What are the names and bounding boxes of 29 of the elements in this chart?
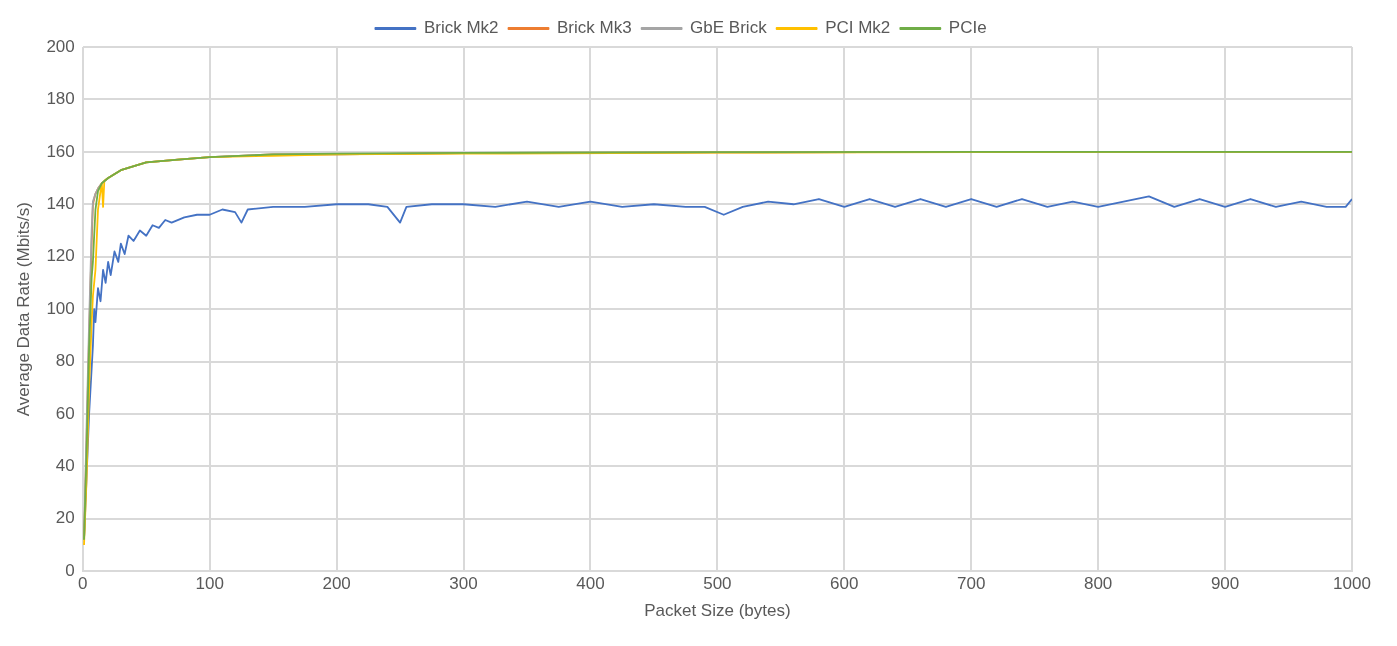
y-tick-label: 0 [65,560,75,580]
y-tick-label: 120 [46,246,75,266]
legend-label: Brick Mk2 [423,18,499,38]
y-tick-label: 200 [46,36,75,56]
x-tick-label: 600 [830,574,859,594]
x-tick-label: 400 [576,574,605,594]
legend-label: GbE Brick [690,18,768,38]
legend-label: PCIe [948,18,987,38]
y-axis-title: Average Data Rate (Mbits/s) [13,202,33,417]
legend-label: PCI Mk2 [825,18,891,38]
y-tick-label: 60 [55,403,75,423]
x-axis-title: Packet Size (bytes) [644,601,791,621]
y-tick-label: 100 [46,298,75,318]
x-tick-label: 700 [957,574,986,594]
y-tick-label: 80 [55,351,75,371]
x-tick-label: 800 [1083,574,1113,594]
x-tick-label: 1000 [1333,574,1371,594]
y-tick-label: 20 [55,508,75,528]
x-tick-label: 300 [449,574,478,594]
y-tick-label: 160 [46,141,75,161]
x-tick-label: 0 [78,574,88,594]
x-tick-label: 200 [322,574,351,594]
x-tick-label: 900 [1210,574,1240,594]
y-tick-label: 180 [46,89,75,109]
legend-label: Brick Mk3 [557,18,632,38]
y-tick-label: 140 [46,193,75,213]
y-tick-label: 40 [55,456,75,476]
x-tick-label: 500 [703,574,732,594]
x-tick-label: 100 [195,574,224,594]
